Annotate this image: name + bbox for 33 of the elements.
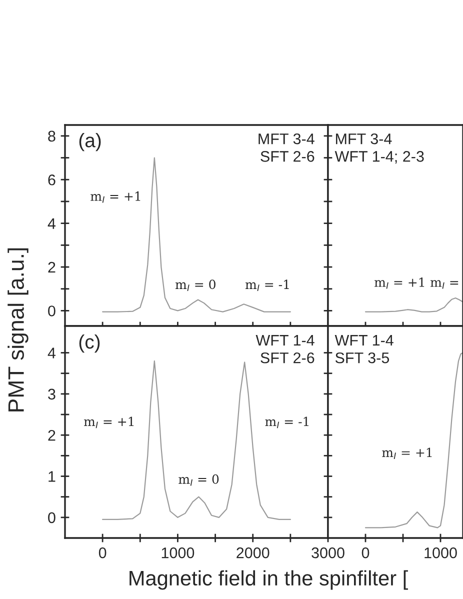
annotation: m$_{I}$ = 0	[175, 280, 216, 291]
y-axis-title: PMT signal [a.u.]	[8, 248, 28, 412]
y-tick-label: 4	[48, 348, 56, 358]
x-tick-label: 3000	[312, 547, 344, 558]
annotation: m$_{I}$ = -1	[265, 416, 308, 428]
annotation: MFT 3-4 WFT 1-4; 2-3	[334, 133, 424, 164]
annotation: m$_{I}$ = +1	[90, 191, 140, 203]
x-tick-label: 2000	[236, 547, 270, 558]
annotation: m$_{I}$ = 0	[178, 474, 219, 486]
annotation: m$_{I}$ =	[430, 280, 458, 289]
annotation: (a)	[79, 133, 101, 152]
annotation: m$_{I}$ = +1	[84, 416, 134, 428]
y-tick-label: 2	[48, 430, 56, 441]
y-tick-label: 4	[48, 218, 56, 229]
x-tick-label: 0	[362, 547, 370, 558]
y-tick-label: 3	[48, 388, 56, 400]
x-tick-label: 1000	[424, 547, 457, 558]
x-tick-label: 0	[98, 547, 106, 558]
y-tick-label: 0	[48, 512, 56, 524]
y-tick-label: 2	[48, 262, 56, 273]
annotation: (c)	[79, 334, 100, 353]
annotation: m$_{I}$ = +1	[374, 277, 424, 289]
annotation: m$_{I}$ = +1	[382, 448, 432, 460]
y-tick-label: 6	[48, 174, 56, 186]
y-tick-label: 0	[48, 306, 56, 316]
annotation: MFT 3-4 SFT 2-6	[258, 133, 314, 162]
y-tick-label: 1	[48, 471, 56, 482]
annotation: m$_{I}$ = -1	[245, 280, 289, 291]
y-tick-label: 8	[48, 130, 56, 142]
annotation: WFT 1-4 SFT 2-6	[256, 335, 314, 364]
x-axis-title: Magnetic field in the spinfilter [	[130, 570, 408, 590]
annotation: WFT 1-4 SFT 3-5	[334, 335, 394, 364]
x-tick-label: 1000	[162, 547, 194, 558]
